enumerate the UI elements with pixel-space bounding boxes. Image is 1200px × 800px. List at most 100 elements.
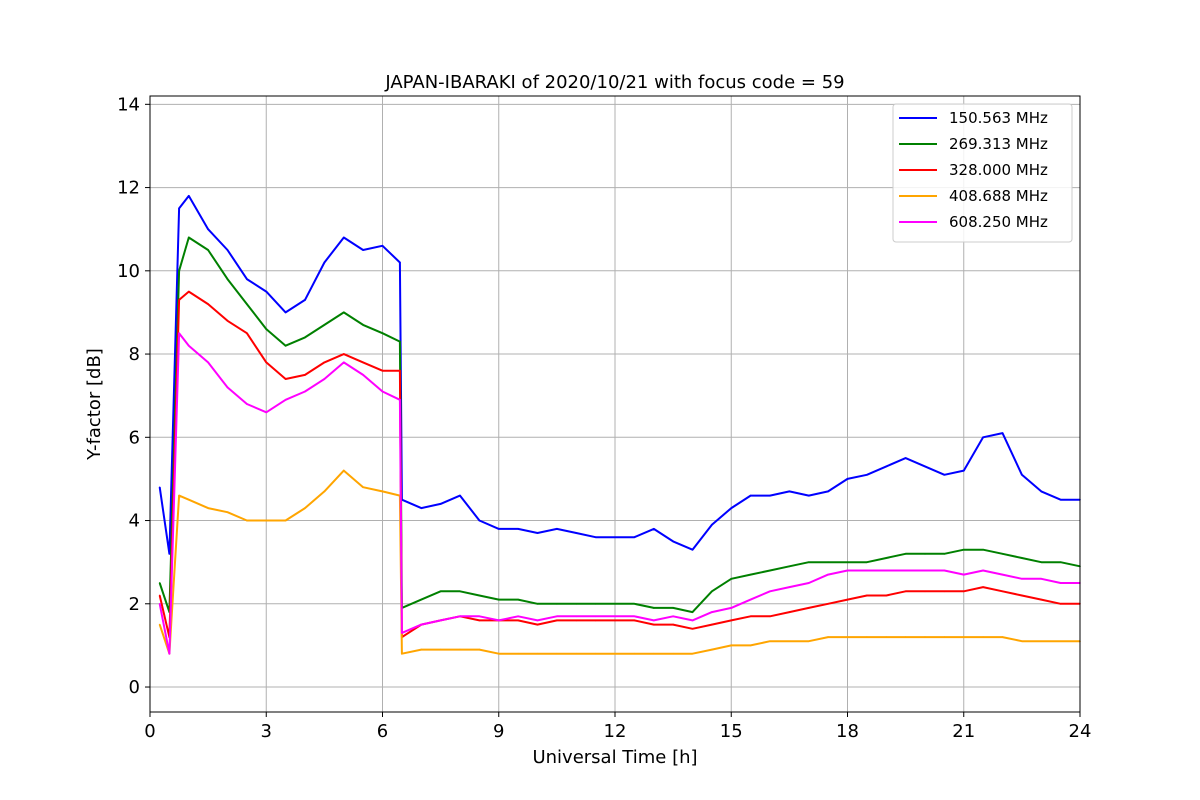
data-point [265, 519, 268, 522]
data-point [1040, 640, 1043, 643]
data-point [904, 590, 907, 593]
x-tick-label: 12 [604, 721, 627, 742]
data-point [769, 494, 771, 497]
data-point [788, 586, 791, 588]
data-point [788, 611, 791, 613]
data-point [885, 594, 888, 597]
legend-entry: 408.688 MHz [949, 187, 1048, 205]
data-point [982, 636, 984, 638]
data-point [672, 623, 674, 626]
data-point [187, 344, 190, 347]
data-point [304, 390, 306, 393]
data-point [594, 602, 597, 605]
data-point [1059, 582, 1062, 584]
data-point [1059, 602, 1062, 605]
data-point [517, 528, 519, 530]
data-point [1040, 561, 1043, 563]
data-point [556, 619, 558, 622]
data-point [304, 507, 306, 509]
x-tick-label: 21 [952, 721, 975, 742]
data-point [943, 473, 946, 476]
data-point [284, 344, 287, 347]
series-points-2 [158, 236, 1081, 613]
data-point [1001, 590, 1004, 593]
data-point [962, 636, 965, 638]
data-point [943, 569, 946, 572]
data-point [924, 553, 926, 555]
data-point [226, 386, 229, 389]
data-point [439, 590, 442, 593]
data-point [536, 652, 539, 655]
x-tick-label: 15 [720, 721, 743, 742]
data-point [381, 390, 384, 393]
data-point [420, 598, 423, 601]
data-point [1021, 473, 1023, 476]
y-tick-label: 12 [117, 178, 140, 199]
data-point [556, 615, 558, 618]
y-tick-label: 6 [129, 427, 140, 448]
data-point [691, 619, 694, 622]
data-point [284, 519, 287, 522]
data-point [158, 594, 161, 597]
data-point [652, 619, 655, 622]
data-point [614, 536, 616, 538]
data-point [158, 602, 161, 605]
data-point [846, 561, 849, 563]
legend-box [892, 103, 1073, 243]
data-point [439, 648, 442, 651]
data-point [158, 582, 161, 584]
data-point [730, 607, 733, 609]
data-point [691, 611, 694, 613]
data-point [633, 536, 636, 538]
data-point [827, 636, 829, 638]
data-point [323, 361, 326, 364]
data-point [924, 590, 926, 593]
series-points-5 [158, 332, 1081, 655]
data-point [342, 469, 345, 472]
data-point [226, 511, 229, 514]
data-point [575, 602, 578, 605]
chart-title: JAPAN-IBARAKI of 2020/10/21 with focus c… [384, 72, 844, 93]
data-point [943, 636, 946, 638]
data-point [614, 602, 616, 605]
data-point [401, 632, 403, 634]
data-point [187, 195, 190, 197]
data-point [207, 303, 209, 305]
data-point [730, 507, 733, 509]
data-point [982, 569, 984, 572]
data-point [265, 411, 268, 414]
data-point [497, 598, 500, 601]
data-point [246, 278, 248, 280]
data-point [652, 607, 655, 609]
data-point [536, 602, 539, 605]
data-point [517, 652, 519, 655]
data-point [207, 228, 209, 230]
data-point [323, 261, 326, 264]
data-point [769, 569, 771, 572]
data-point [885, 636, 888, 638]
data-point [827, 602, 829, 605]
data-point [178, 207, 180, 210]
data-point [614, 615, 616, 618]
data-point [594, 652, 597, 655]
data-point [924, 465, 926, 468]
data-point [265, 290, 268, 293]
data-point [342, 311, 345, 314]
data-point [226, 278, 229, 280]
data-point [943, 590, 946, 593]
legend-entry: 150.563 MHz [949, 109, 1048, 127]
data-point [943, 553, 946, 555]
data-point [924, 569, 926, 572]
y-tick-label: 4 [129, 511, 140, 532]
data-point [1021, 578, 1023, 580]
data-point [246, 519, 248, 522]
data-point [594, 536, 597, 538]
data-point [439, 619, 442, 622]
data-point [187, 498, 190, 501]
data-point [517, 619, 519, 622]
data-point [711, 648, 713, 651]
data-point [730, 578, 733, 580]
data-point [1021, 640, 1023, 643]
